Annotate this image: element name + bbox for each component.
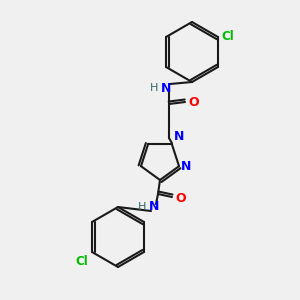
Text: N: N: [149, 200, 159, 214]
Text: Cl: Cl: [75, 255, 88, 268]
Text: Cl: Cl: [221, 29, 234, 43]
Text: N: N: [161, 82, 171, 94]
Text: H: H: [150, 83, 158, 93]
Text: O: O: [188, 95, 199, 109]
Text: N: N: [181, 160, 191, 173]
Text: N: N: [174, 130, 184, 143]
Text: H: H: [138, 202, 146, 212]
Text: O: O: [175, 191, 186, 205]
